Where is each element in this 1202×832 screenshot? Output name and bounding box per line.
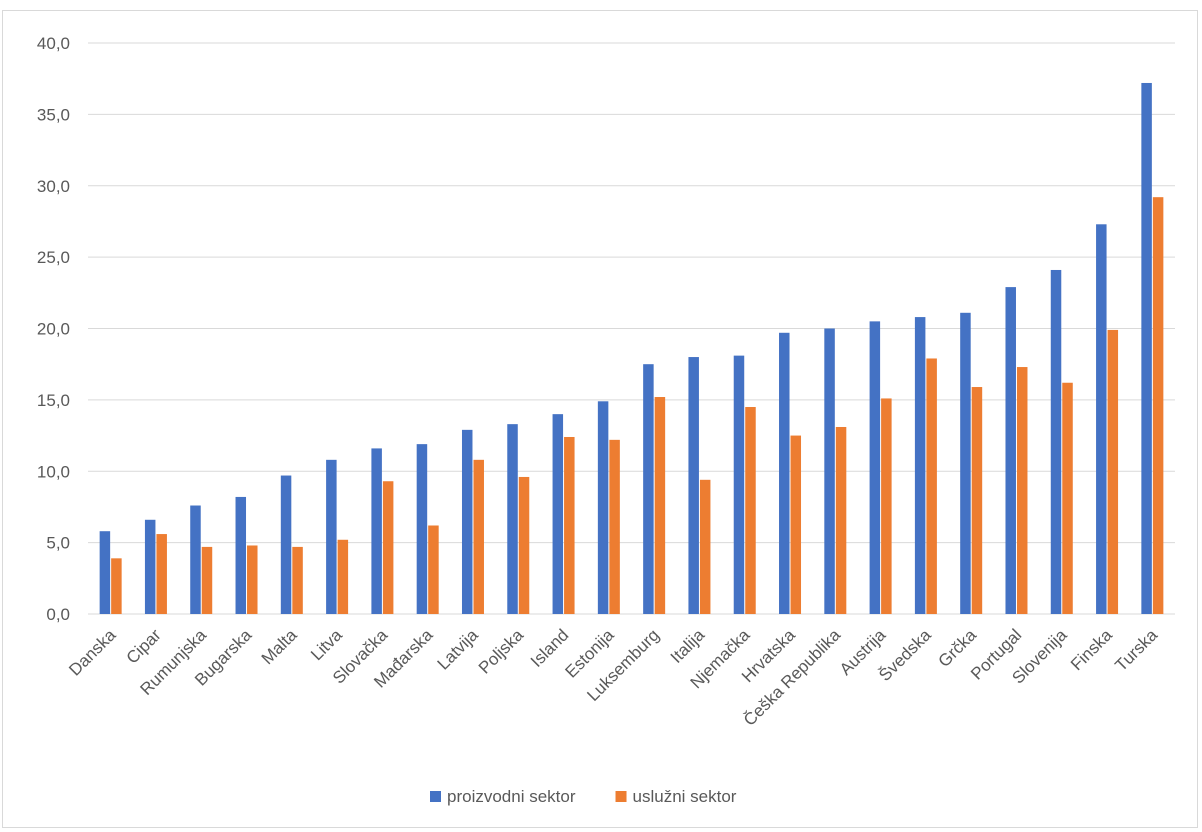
legend-label: proizvodni sektor — [447, 787, 576, 806]
bar — [926, 358, 937, 614]
bar — [643, 364, 654, 614]
y-axis: 0,0 5,0 10,0 15,0 20,0 25,0 30,0 35,0 40,0 — [37, 34, 70, 624]
bar — [971, 387, 983, 614]
y-tick-label: 0,0 — [46, 605, 70, 624]
bar — [416, 444, 428, 614]
bar — [507, 424, 518, 614]
bar — [699, 479, 711, 614]
bar — [654, 397, 666, 614]
bar — [111, 558, 122, 614]
y-tick-label: 10,0 — [37, 462, 70, 481]
x-tick-label: Finska — [1067, 625, 1116, 674]
bar — [428, 525, 439, 614]
x-tick-label: Turska — [1111, 625, 1161, 675]
bar — [461, 429, 473, 614]
bar — [156, 534, 167, 614]
bar — [960, 312, 971, 614]
x-tick-label: Danska — [65, 625, 120, 680]
y-tick-label: 15,0 — [37, 391, 70, 410]
bar — [688, 357, 699, 614]
bar — [280, 475, 292, 614]
bar — [597, 401, 609, 614]
bar — [869, 321, 881, 614]
y-tick-label: 35,0 — [37, 105, 70, 124]
y-tick-label: 40,0 — [37, 34, 70, 53]
bar — [1050, 269, 1062, 614]
bar — [235, 496, 247, 614]
bar — [1107, 329, 1119, 614]
bar — [337, 539, 349, 614]
bar — [190, 505, 201, 614]
bar — [144, 519, 156, 614]
bar — [1016, 367, 1028, 614]
x-tick-label: Litva — [307, 625, 346, 664]
legend-swatch — [615, 791, 627, 802]
bar — [1005, 287, 1016, 614]
bar — [201, 546, 213, 614]
bar — [99, 531, 111, 614]
bar — [881, 398, 892, 614]
bar — [518, 476, 530, 614]
bar — [824, 328, 835, 614]
bar — [247, 545, 258, 614]
bar — [552, 414, 564, 614]
bar — [1152, 197, 1164, 615]
bar — [609, 439, 620, 614]
bar — [835, 426, 847, 614]
bar — [733, 355, 745, 614]
y-tick-label: 25,0 — [37, 248, 70, 267]
bar — [371, 448, 382, 614]
bar — [382, 481, 394, 614]
bar — [779, 332, 790, 614]
bar — [564, 436, 575, 614]
bar — [790, 435, 802, 614]
x-tick-label: Poljska — [475, 625, 528, 678]
bar — [326, 459, 337, 614]
bar — [914, 317, 926, 614]
bar — [473, 459, 484, 614]
bar — [292, 546, 303, 614]
bars — [99, 82, 1164, 615]
legend: proizvodni sektor uslužni sektor — [430, 787, 737, 806]
y-tick-label: 20,0 — [37, 320, 70, 339]
bar — [1141, 82, 1152, 615]
x-tick-label: Cipar — [123, 625, 165, 667]
legend-label: uslužni sektor — [633, 787, 737, 806]
y-tick-label: 30,0 — [37, 177, 70, 196]
bar — [745, 407, 756, 614]
x-tick-label: Latvija — [434, 625, 483, 674]
y-tick-label: 5,0 — [46, 534, 70, 553]
x-tick-label: Malta — [258, 625, 301, 668]
x-tick-label: Italija — [667, 625, 709, 667]
bar — [1062, 382, 1073, 614]
bar — [1096, 224, 1107, 615]
legend-swatch — [430, 791, 441, 802]
gridlines — [88, 42, 1175, 615]
